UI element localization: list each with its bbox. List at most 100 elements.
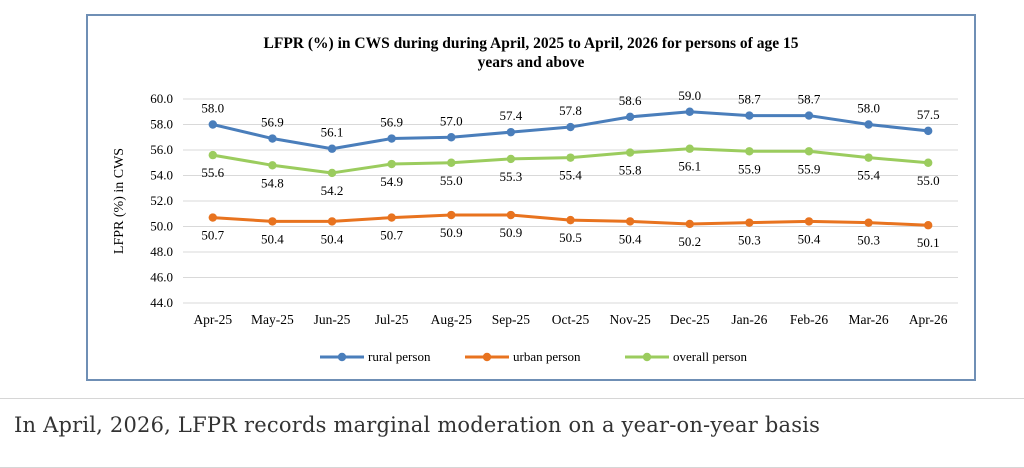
data-point: [745, 218, 754, 227]
y-tick-label: 44.0: [150, 295, 173, 310]
data-label: 56.1: [678, 159, 701, 174]
data-label: 55.3: [500, 169, 523, 184]
data-label: 50.1: [917, 235, 940, 250]
data-point: [327, 168, 337, 178]
data-point: [625, 217, 635, 226]
x-tick-label: Jan-26: [731, 312, 767, 327]
data-point: [625, 112, 635, 122]
data-label: 55.9: [798, 161, 821, 176]
data-point: [804, 147, 814, 156]
data-label: 50.4: [261, 231, 284, 246]
data-point: [387, 134, 396, 143]
data-label: 50.4: [619, 231, 642, 246]
data-point: [566, 122, 575, 132]
data-point: [804, 111, 814, 120]
data-label: 55.4: [559, 168, 582, 183]
data-point: [745, 147, 754, 156]
data-label: 58.0: [201, 101, 224, 116]
data-label: 50.3: [738, 233, 761, 248]
legend-marker: [337, 352, 347, 362]
data-point: [387, 159, 396, 169]
y-axis-label: LFPR (%) in CWS: [112, 148, 127, 254]
data-label: 54.2: [321, 183, 344, 198]
x-tick-label: Feb-26: [790, 312, 828, 327]
data-label: 56.9: [261, 115, 284, 130]
x-tick-label: Jun-25: [314, 312, 351, 327]
data-point: [208, 120, 218, 129]
y-tick-label: 58.0: [150, 117, 173, 132]
y-tick-label: 48.0: [150, 244, 173, 259]
legend-marker: [482, 352, 492, 362]
data-point: [447, 210, 456, 220]
y-tick-label: 54.0: [150, 168, 173, 183]
data-point: [327, 217, 337, 226]
data-point: [685, 219, 694, 229]
legend-label: urban person: [513, 349, 581, 364]
data-point: [923, 221, 933, 230]
data-label: 55.9: [738, 161, 761, 176]
data-point: [864, 120, 873, 129]
chart-title: years and above: [478, 54, 585, 71]
data-point: [685, 107, 694, 116]
x-tick-label: May-25: [251, 312, 294, 327]
y-tick-label: 50.0: [150, 219, 173, 234]
data-label: 57.4: [500, 108, 523, 123]
data-point: [506, 210, 516, 220]
data-point: [327, 144, 337, 153]
caption-box: In April, 2026, LFPR records marginal mo…: [0, 398, 1024, 468]
data-point: [208, 150, 218, 160]
data-label: 59.0: [678, 88, 701, 103]
data-point: [745, 111, 754, 120]
data-label: 50.4: [798, 231, 821, 246]
data-point: [625, 148, 635, 157]
data-point: [506, 127, 516, 137]
chart-title: LFPR (%) in CWS during during April, 202…: [264, 35, 799, 52]
x-tick-label: Dec-25: [670, 312, 710, 327]
x-tick-label: Jul-25: [375, 312, 409, 327]
x-tick-label: Apr-26: [909, 312, 948, 327]
data-label: 50.2: [678, 234, 701, 249]
x-tick-label: Aug-25: [431, 312, 472, 327]
x-tick-label: Mar-26: [848, 312, 888, 327]
data-point: [864, 153, 873, 162]
data-point: [268, 217, 277, 226]
data-label: 58.7: [798, 92, 821, 107]
data-label: 58.7: [738, 92, 761, 107]
data-point: [447, 133, 456, 142]
x-tick-label: Sep-25: [492, 312, 530, 327]
y-tick-label: 52.0: [150, 193, 173, 208]
x-tick-label: Apr-25: [193, 312, 232, 327]
line-chart: LFPR (%) in CWS during during April, 202…: [112, 35, 958, 364]
legend-label: rural person: [368, 349, 431, 364]
data-point: [923, 158, 933, 167]
data-label: 57.0: [440, 113, 463, 128]
data-label: 55.8: [619, 163, 642, 178]
data-point: [208, 213, 218, 222]
data-point: [685, 144, 694, 153]
data-label: 55.0: [917, 173, 940, 188]
caption-text: In April, 2026, LFPR records marginal mo…: [14, 413, 821, 437]
data-label: 58.0: [857, 101, 880, 116]
legend-marker: [642, 352, 652, 362]
data-label: 50.7: [380, 228, 403, 243]
data-label: 58.6: [619, 93, 642, 108]
data-point: [566, 153, 575, 162]
data-point: [804, 217, 814, 226]
x-tick-label: Nov-25: [609, 312, 650, 327]
data-label: 50.9: [440, 225, 463, 240]
data-label: 57.5: [917, 107, 940, 122]
data-label: 55.0: [440, 173, 463, 188]
data-label: 54.9: [380, 174, 403, 189]
y-tick-label: 60.0: [150, 91, 173, 106]
x-tick-label: Oct-25: [552, 312, 590, 327]
data-label: 55.4: [857, 168, 880, 183]
data-point: [566, 215, 575, 225]
data-label: 50.4: [321, 231, 344, 246]
data-label: 57.8: [559, 103, 582, 118]
data-point: [268, 134, 277, 143]
data-point: [447, 158, 456, 167]
y-tick-label: 46.0: [150, 270, 173, 285]
data-label: 56.1: [321, 125, 344, 140]
data-point: [387, 213, 396, 222]
data-label: 50.5: [559, 230, 582, 245]
